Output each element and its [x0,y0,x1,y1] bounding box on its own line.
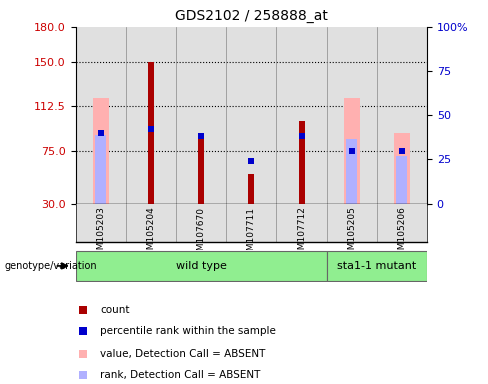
Bar [95,135,106,204]
Bar [344,98,360,204]
Text: value, Detection Call = ABSENT: value, Detection Call = ABSENT [100,349,265,359]
Text: GSM105206: GSM105206 [397,207,407,262]
Bar [396,156,407,204]
Bar [248,174,254,204]
Bar [299,121,305,204]
Text: GSM105204: GSM105204 [146,207,156,262]
Bar [148,62,154,204]
Text: GSM105203: GSM105203 [96,207,105,262]
Bar [76,251,326,281]
Text: rank, Detection Call = ABSENT: rank, Detection Call = ABSENT [100,370,261,380]
Title: GDS2102 / 258888_at: GDS2102 / 258888_at [175,9,328,23]
Text: GSM107711: GSM107711 [247,207,256,262]
Bar [326,251,427,281]
Text: genotype/variation: genotype/variation [5,261,98,271]
Text: percentile rank within the sample: percentile rank within the sample [100,326,276,336]
Bar [93,98,109,204]
Bar [346,139,357,204]
Bar [198,139,204,204]
Text: GSM107670: GSM107670 [197,207,205,262]
Text: sta1-1 mutant: sta1-1 mutant [337,261,416,271]
Text: wild type: wild type [176,261,226,271]
Text: count: count [100,305,130,315]
Text: GSM105205: GSM105205 [347,207,356,262]
Bar [394,133,410,204]
Text: GSM107712: GSM107712 [297,207,306,262]
